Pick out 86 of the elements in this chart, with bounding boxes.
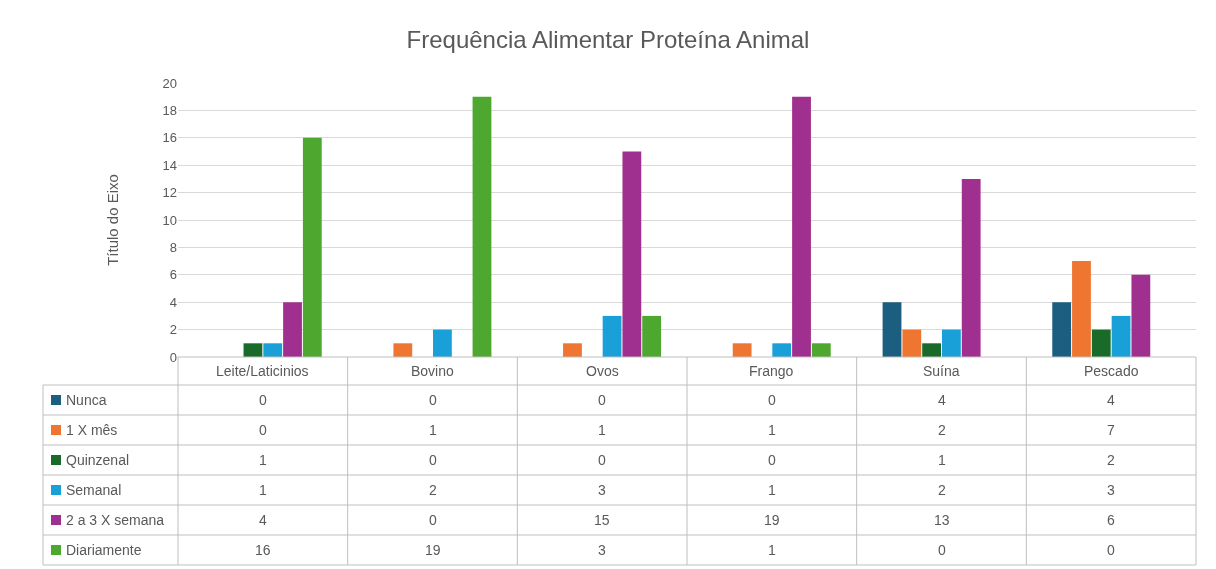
y-tick-label: 0 [169,349,177,365]
y-tick-label: 18 [162,102,177,118]
legend-label: Diariamente [66,542,142,558]
y-tick-label: 6 [169,267,177,283]
bar [811,343,831,357]
data-label: 1 [259,482,267,498]
data-label: 3 [1107,482,1115,498]
data-label: 3 [598,542,606,558]
y-tick-label: 8 [169,239,177,255]
data-label: 0 [768,452,776,468]
data-label: 1 [598,422,606,438]
bar [302,137,322,357]
data-label: 2 [938,482,946,498]
bar [472,96,492,357]
data-label: 0 [429,392,437,408]
legend-label: Semanal [66,482,122,498]
data-label: 1 [259,452,267,468]
y-tick-label: 10 [162,212,177,228]
data-label: 7 [1107,422,1115,438]
bar [263,343,283,357]
y-tick-label: 4 [169,294,177,310]
data-label: 19 [425,542,441,558]
data-label: 1 [938,452,946,468]
x-tick-label: Suína [923,363,960,379]
bar [432,329,452,357]
data-label: 1 [768,542,776,558]
bar [772,343,792,357]
data-label: 1 [429,422,437,438]
data-label: 16 [255,542,271,558]
data-label: 0 [768,392,776,408]
legend-label: Quinzenal [66,452,130,468]
legend-label: Nunca [66,392,107,408]
bar [563,343,582,357]
x-tick-label: Frango [749,363,794,379]
data-label: 6 [1107,512,1115,528]
data-label: 2 [429,482,437,498]
data-label: 1 [768,422,776,438]
bar [792,96,811,357]
y-tick-label: 14 [162,157,177,173]
data-label: 0 [259,392,267,408]
bar [622,151,642,357]
bar [243,343,263,357]
bar [642,315,662,357]
data-label: 15 [594,512,610,528]
x-tick-label: Ovos [586,363,619,379]
bar [1072,261,1091,357]
bar [393,343,413,357]
data-label: 13 [934,512,950,528]
x-tick-label: Pescado [1084,363,1139,379]
data-label: 0 [938,542,946,558]
x-tick-label: Leite/Laticinios [216,363,309,379]
y-tick-label: 16 [162,130,177,146]
data-label: 0 [429,452,437,468]
data-label: 1 [768,482,776,498]
bar [882,302,902,357]
data-label: 2 [1107,452,1115,468]
data-label: 19 [764,512,780,528]
bar [1052,302,1072,357]
bar [602,315,622,357]
data-label: 4 [259,512,267,528]
data-label: 0 [598,392,606,408]
bar [1091,329,1111,357]
bar [283,302,302,357]
bar [961,178,981,357]
bar [902,329,922,357]
chart-title: Frequência Alimentar Proteína Animal [406,26,810,54]
legend-label: 2 a 3 X semana [66,512,165,528]
data-label: 3 [598,482,606,498]
data-label: 0 [259,422,267,438]
y-axis-title: Título do Eixo [103,174,121,266]
bar [1131,274,1151,357]
legend-label: 1 X mês [66,422,118,438]
bar [732,343,752,357]
bar [1111,315,1131,357]
bar [941,329,961,357]
y-tick-label: 2 [169,322,177,338]
data-label: 2 [938,422,946,438]
data-label: 0 [1107,542,1115,558]
y-tick-label: 12 [162,185,177,201]
x-tick-label: Bovino [411,363,455,379]
data-label: 4 [1107,392,1115,408]
bar [922,343,942,357]
data-label: 4 [938,392,946,408]
y-tick-label: 20 [162,75,177,91]
data-label: 0 [598,452,606,468]
data-label: 0 [429,512,437,528]
